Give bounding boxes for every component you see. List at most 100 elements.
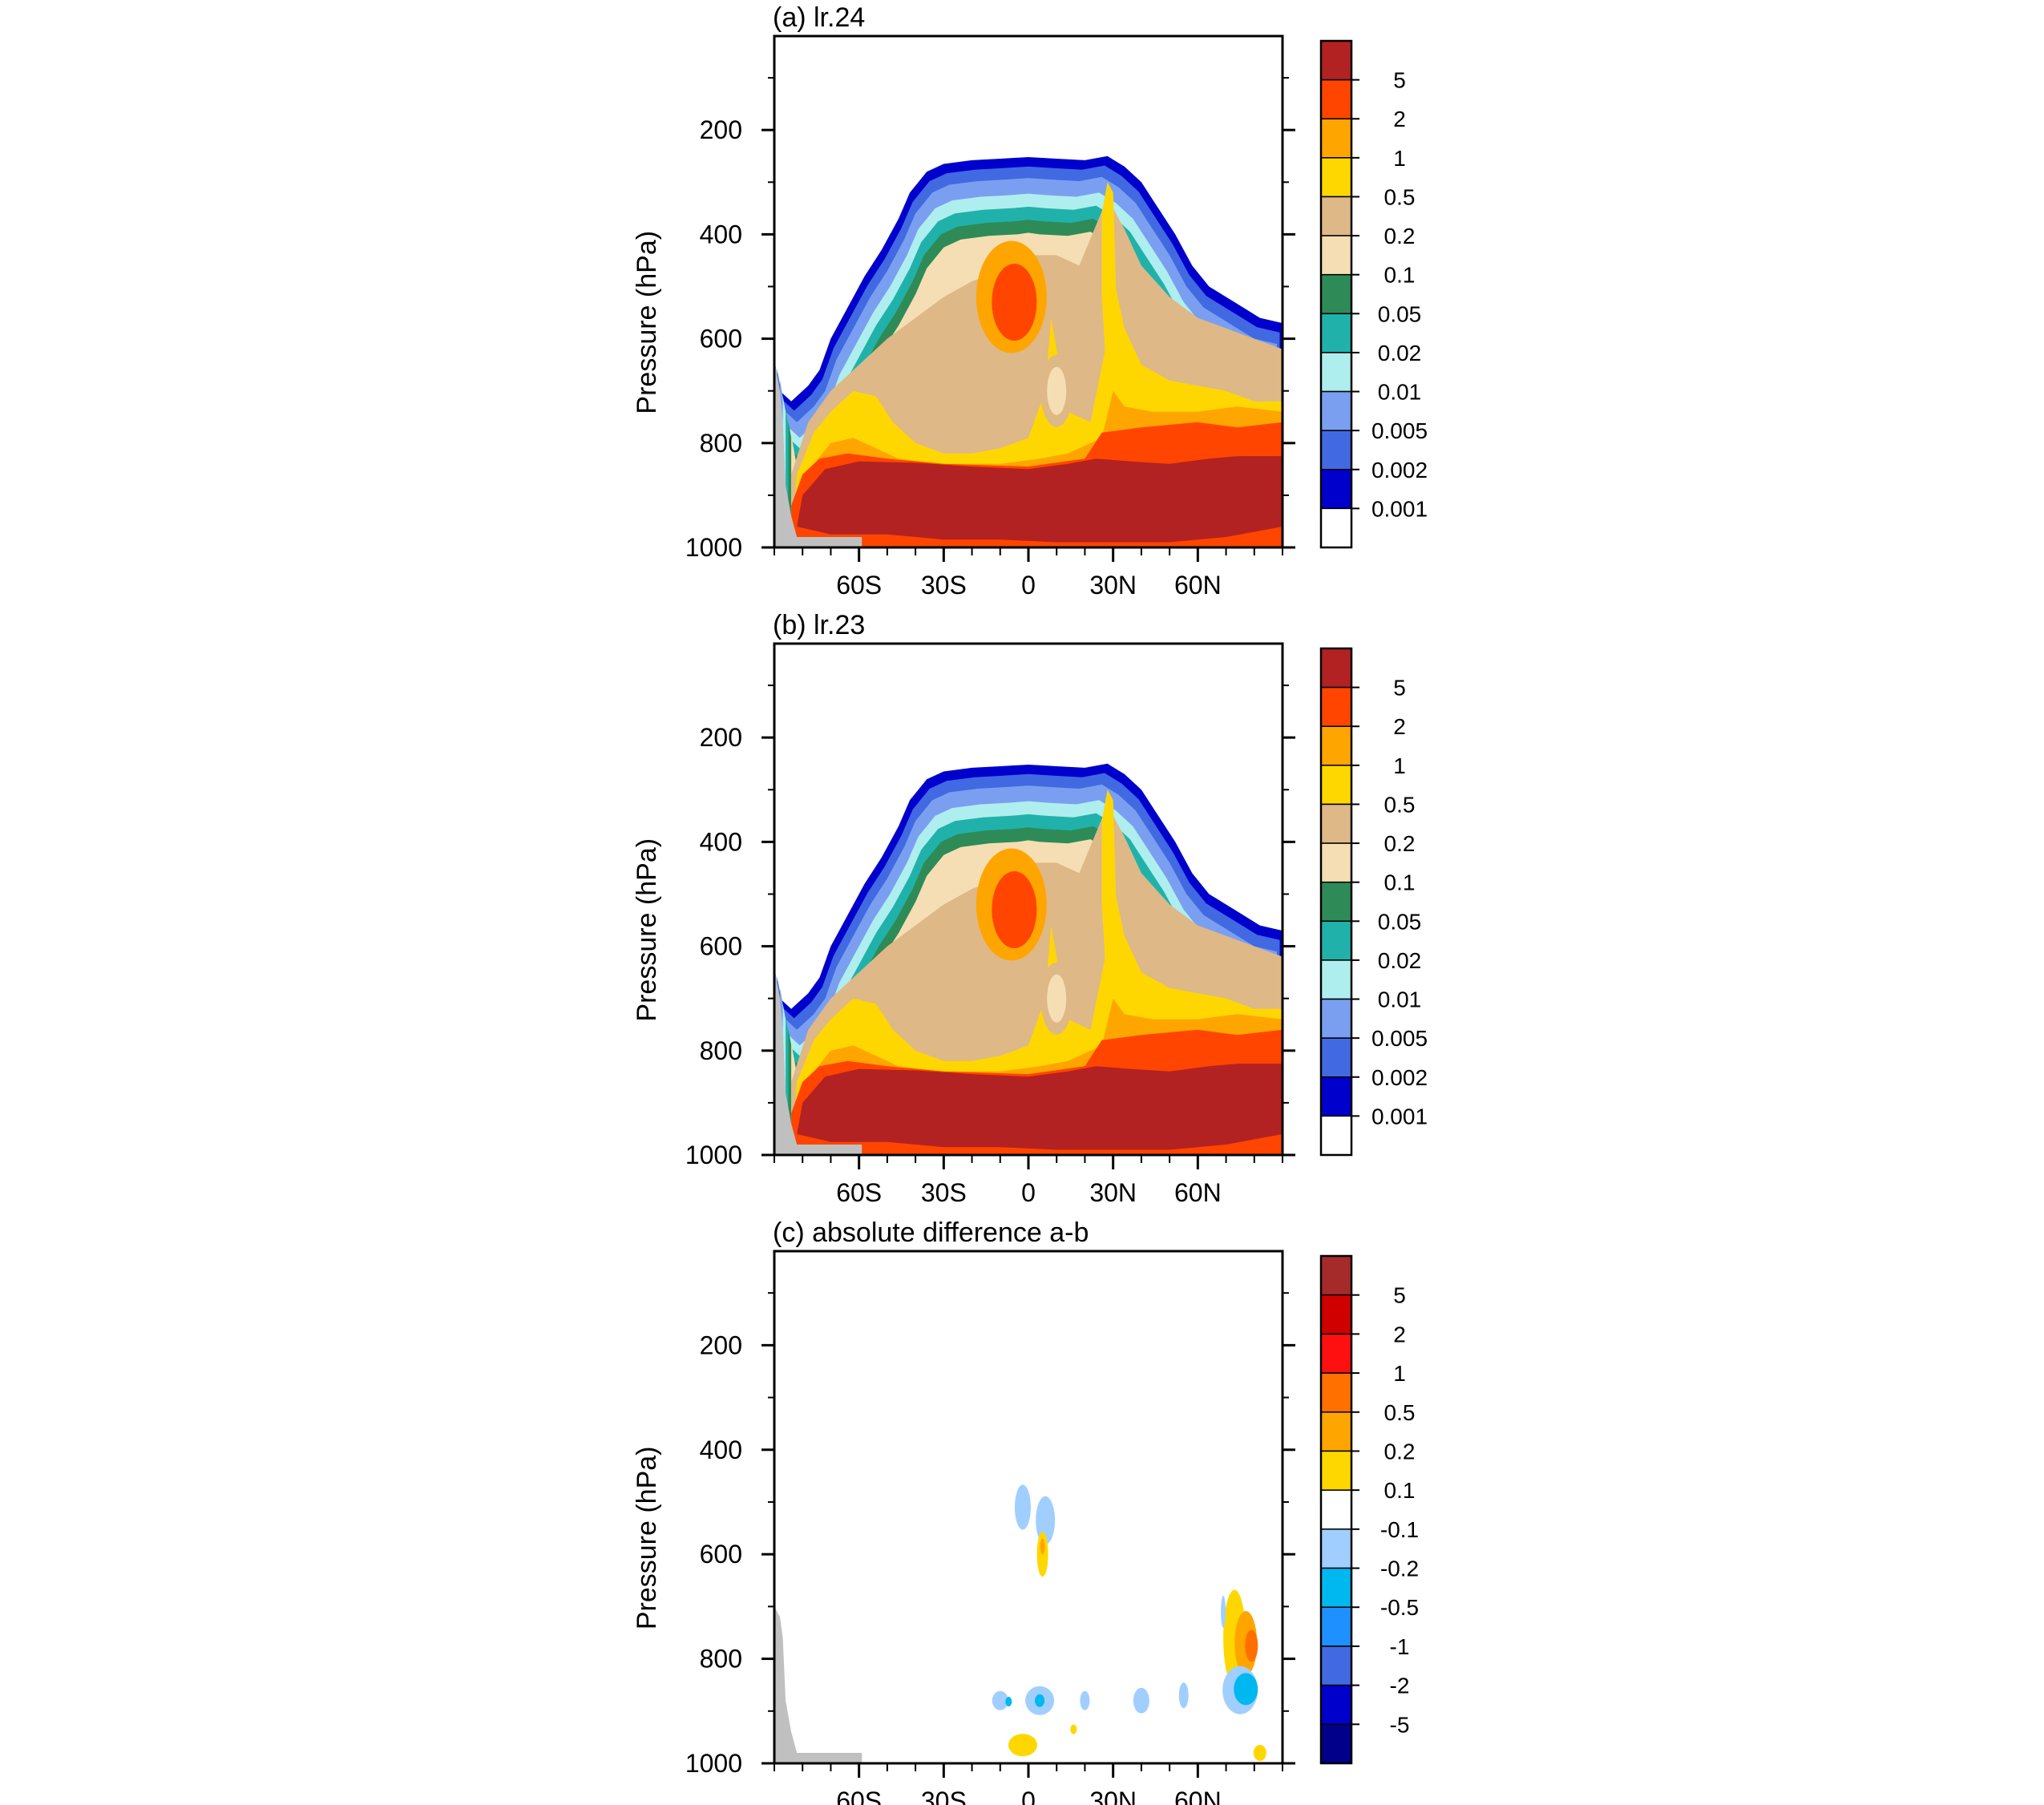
colorbar-swatch	[1320, 1294, 1352, 1335]
colorbar-swatch	[1320, 118, 1352, 159]
colorbar-label: 0.002	[1371, 1065, 1428, 1090]
colorbar-swatch	[1320, 40, 1352, 81]
colorbar-swatch	[1320, 920, 1352, 961]
colorbar-swatch	[1320, 430, 1352, 470]
panel-title: (c) absolute difference a-b	[773, 1217, 1089, 1248]
colorbar-swatch	[1320, 648, 1352, 688]
x-tick-label: 60N	[1174, 571, 1222, 600]
colorbar-swatch	[1320, 273, 1352, 315]
colorbar-frame	[1319, 1254, 1353, 1765]
diff-neg-0.1-a	[1014, 1484, 1031, 1530]
pocket-0.1	[1047, 974, 1067, 1023]
colorbar-label: 2	[1393, 714, 1406, 739]
diff-pos-arc-3	[1245, 1629, 1258, 1662]
panel-c: 200 400 600 800 1000 60S 30S 0 30N 60N Pressure (h…	[632, 1217, 1419, 1805]
colorbar-swatch	[1320, 881, 1352, 923]
colorbar-label: 0.2	[1384, 831, 1416, 856]
y-tick-label: 400	[700, 1436, 742, 1464]
band-5	[797, 1064, 1283, 1150]
y-tick-label: 800	[700, 429, 742, 458]
panel-title: (b) lr.23	[773, 610, 865, 640]
x-tick-label: 60N	[1174, 1787, 1222, 1805]
colorbar-swatch	[1320, 686, 1352, 727]
colorbar-swatch	[1320, 1723, 1352, 1764]
y-tick-label: 600	[700, 1540, 742, 1569]
pocket-0.1	[1047, 366, 1067, 415]
colorbar-label: 0.1	[1384, 870, 1416, 895]
colorbar-label: 0.1	[1384, 263, 1416, 288]
y-tick-label: 800	[700, 1645, 742, 1674]
colorbar-label: 0.02	[1378, 948, 1422, 973]
y-tick-label: 200	[700, 1331, 742, 1359]
colorbar-swatch	[1320, 1037, 1352, 1078]
colorbar-swatch	[1320, 1684, 1352, 1726]
colorbar: 5 2 1 0.5 0.2 0.1 -0.1 -0.2 -0.5 -1 -2 -5	[1319, 1254, 1419, 1765]
colorbar: 5 2 1 0.5 0.2 0.1 0.05 0.02 0.01 0.005 0.002 0.001	[1319, 647, 1428, 1157]
y-tick-label: 1000	[685, 1749, 742, 1778]
colorbar-swatch	[1320, 1076, 1352, 1117]
band-5	[797, 456, 1283, 543]
colorbar-label: 5	[1393, 68, 1406, 93]
colorbar-frame	[1319, 647, 1353, 1157]
core-2	[992, 264, 1037, 341]
colorbar-label: 0.02	[1378, 341, 1422, 365]
colorbar-swatch	[1320, 1411, 1352, 1452]
colorbar-label: -1	[1390, 1634, 1410, 1659]
y-tick-label: 400	[700, 220, 742, 248]
panel-a: 200 400 600 800 1000 60S 30S 0 30N 60N Pressure (h…	[632, 2, 1428, 600]
x-tick-label: 30N	[1089, 1178, 1137, 1207]
colorbar-swatch	[1320, 1450, 1352, 1491]
diff-neg-bl-5	[1080, 1690, 1090, 1710]
colorbar-swatch	[1320, 959, 1352, 1000]
diff-pos-edge	[1253, 1744, 1266, 1761]
diff-neg-bl-2	[1005, 1697, 1012, 1707]
panel-b: 200 400 600 800 1000 60S 30S 0 30N 60N Pressure (h…	[632, 610, 1428, 1207]
x-tick-label: 60S	[836, 571, 882, 600]
colorbar-label: 0.001	[1371, 1104, 1428, 1129]
colorbar-swatch	[1320, 1333, 1352, 1374]
y-tick-label: 600	[700, 325, 742, 353]
colorbar-label: 0.01	[1378, 987, 1422, 1012]
colorbar-label: 0.005	[1371, 418, 1428, 443]
spike-0.5	[1101, 182, 1117, 391]
y-tick-label: 1000	[685, 1141, 742, 1169]
colorbar-swatch	[1320, 1567, 1352, 1608]
diff-neg-bl-7	[1178, 1682, 1189, 1709]
core-2	[992, 871, 1037, 949]
colorbar-label: -0.1	[1380, 1517, 1419, 1542]
x-tick-label: 60S	[836, 1178, 882, 1207]
colorbar-swatch	[1320, 157, 1352, 198]
y-tick-label: 600	[700, 932, 742, 961]
x-tick-label: 30S	[921, 1178, 967, 1207]
colorbar-label: 2	[1393, 1322, 1406, 1347]
y-tick-label: 200	[700, 115, 742, 144]
colorbar-swatch	[1320, 352, 1352, 393]
colorbar-label: -0.5	[1380, 1595, 1419, 1620]
colorbar-swatch	[1320, 1645, 1352, 1686]
colorbar-label: 0.001	[1371, 496, 1428, 521]
plot-area	[774, 155, 1283, 547]
colorbar-label: 0.01	[1378, 380, 1422, 405]
colorbar-label: -0.2	[1380, 1557, 1419, 1581]
diff-pos-0.2	[1040, 1538, 1045, 1555]
colorbar-label: 1	[1393, 753, 1406, 778]
topography	[774, 359, 862, 547]
colorbar-label: 1	[1393, 146, 1406, 171]
colorbar-swatch	[1320, 507, 1352, 548]
y-axis-label: Pressure (hPa)	[632, 231, 662, 414]
colorbar-label: 0.5	[1384, 792, 1416, 817]
diff-pos-bl-2	[1070, 1724, 1077, 1734]
y-tick-label: 1000	[685, 533, 742, 562]
x-tick-label: 30N	[1089, 571, 1137, 600]
x-tick-label: 60N	[1174, 1178, 1222, 1207]
colorbar-swatch	[1320, 1255, 1352, 1296]
colorbar-frame	[1319, 39, 1353, 549]
diff-pos-bl-1	[1008, 1734, 1037, 1757]
diff-neg-arc-2	[1234, 1673, 1258, 1706]
y-tick-label: 400	[700, 827, 742, 856]
colorbar-swatch	[1320, 390, 1352, 431]
diff-neg-edge	[1221, 1595, 1226, 1628]
colorbar-label: 0.05	[1378, 909, 1422, 934]
colorbar-label: 0.002	[1371, 458, 1428, 483]
